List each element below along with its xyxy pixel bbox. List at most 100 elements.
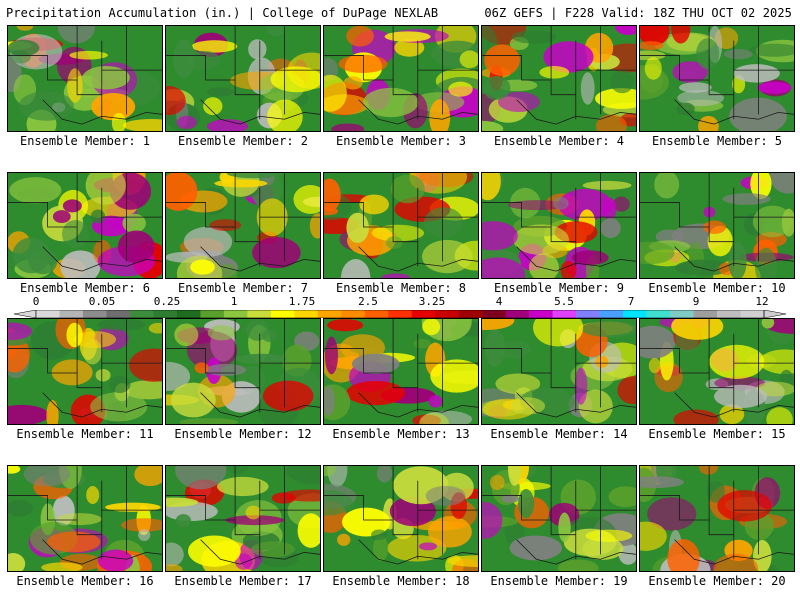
ensemble-member-label: Ensemble Member: 4 (493, 134, 625, 148)
ensemble-panel-19 (481, 465, 637, 572)
precip-map (640, 173, 794, 278)
precip-map (166, 466, 320, 571)
ensemble-panel-7 (165, 172, 321, 279)
ensemble-member-label: Ensemble Member: 18 (332, 574, 470, 588)
ensemble-member-label: Ensemble Member: 3 (335, 134, 467, 148)
precip-map (640, 466, 794, 571)
colorbar-tick-label: 1.75 (288, 295, 316, 308)
ensemble-member-label: Ensemble Member: 1 (19, 134, 151, 148)
colorbar-tick-label: 1 (230, 295, 238, 308)
colorbar-tick-label: 9 (692, 295, 700, 308)
colorbar-swatch (388, 310, 413, 318)
colorbar-swatch (247, 310, 272, 318)
colorbar-tick-label: 12 (755, 295, 769, 308)
colorbar-swatch (153, 310, 178, 318)
ensemble-member-label: Ensemble Member: 14 (490, 427, 628, 441)
ensemble-panel-18 (323, 465, 479, 572)
colorbar-swatch (200, 310, 225, 318)
colorbar-swatch (599, 310, 624, 318)
colorbar-tick-label: 0.05 (88, 295, 116, 308)
precip-map (482, 466, 636, 571)
ensemble-member-label: Ensemble Member: 13 (332, 427, 470, 441)
precip-map (166, 319, 320, 424)
colorbar-tick-label: 4 (495, 295, 503, 308)
ensemble-member-label: Ensemble Member: 20 (648, 574, 786, 588)
colorbar-swatch (411, 310, 436, 318)
ensemble-panel-10 (639, 172, 795, 279)
colorbar-legend: 0 0.05 0.25 1 1.75 2.5 3.25 4 5.5 7 9 12 (14, 296, 786, 318)
ensemble-member-label: Ensemble Member: 12 (174, 427, 312, 441)
colorbar-left-arrow (14, 310, 37, 318)
ensemble-panel-20 (639, 465, 795, 572)
colorbar-swatch (129, 310, 154, 318)
colorbar-swatch (270, 310, 295, 318)
colorbar-swatch (505, 310, 530, 318)
precip-map (482, 26, 636, 131)
ensemble-panel-11 (7, 318, 163, 425)
ensemble-member-label: Ensemble Member: 15 (648, 427, 786, 441)
colorbar-swatch (693, 310, 718, 318)
ensemble-panel-8 (323, 172, 479, 279)
colorbar-tick-label: 0.25 (153, 295, 181, 308)
ensemble-member-label: Ensemble Member: 11 (16, 427, 154, 441)
colorbar-tick-label: 5.5 (554, 295, 574, 308)
colorbar-right-arrow (763, 310, 786, 318)
colorbar-swatch (623, 310, 647, 318)
ensemble-panel-17 (165, 465, 321, 572)
colorbar-swatch (82, 310, 107, 318)
colorbar-swatch (317, 310, 342, 318)
precip-map (324, 173, 478, 278)
precip-map (166, 26, 320, 131)
colorbar-swatch (458, 310, 483, 318)
colorbar-swatch (341, 310, 366, 318)
ensemble-panel-3 (323, 25, 479, 132)
ensemble-member-label: Ensemble Member: 2 (177, 134, 309, 148)
colorbar-swatch (294, 310, 319, 318)
precip-map (324, 319, 478, 424)
colorbar-swatch (576, 310, 600, 318)
colorbar-swatch (482, 310, 506, 318)
ensemble-member-label: Ensemble Member: 19 (490, 574, 628, 588)
ensemble-panel-13 (323, 318, 479, 425)
ensemble-panel-9 (481, 172, 637, 279)
precip-map (640, 319, 794, 424)
precip-map (482, 173, 636, 278)
precip-map (8, 26, 162, 131)
ensemble-member-label: Ensemble Member: 10 (648, 281, 786, 295)
ensemble-panel-4 (481, 25, 637, 132)
ensemble-member-label: Ensemble Member: 8 (335, 281, 467, 295)
colorbar-swatch (435, 310, 460, 318)
colorbar-swatch (59, 310, 84, 318)
precip-map (482, 319, 636, 424)
ensemble-panel-5 (639, 25, 795, 132)
colorbar-tick-label: 0 (32, 295, 40, 308)
colorbar-swatch (106, 310, 131, 318)
colorbar-tick-label: 2.5 (358, 295, 378, 308)
ensemble-member-label: Ensemble Member: 17 (174, 574, 312, 588)
ensemble-member-label: Ensemble Member: 16 (16, 574, 154, 588)
colorbar-swatch (670, 310, 694, 318)
map-title: Precipitation Accumulation (in.) | Colle… (6, 6, 439, 20)
ensemble-panel-2 (165, 25, 321, 132)
ensemble-member-label: Ensemble Member: 9 (493, 281, 625, 295)
ensemble-member-label: Ensemble Member: 6 (19, 281, 151, 295)
colorbar-swatch (646, 310, 671, 318)
precip-map (8, 319, 162, 424)
precip-map (8, 173, 162, 278)
ensemble-panel-1 (7, 25, 163, 132)
run-info: 06Z GEFS | F228 Valid: 18Z THU OCT 02 20… (484, 6, 792, 20)
ensemble-panel-15 (639, 318, 795, 425)
precip-map (640, 26, 794, 131)
colorbar-swatch (176, 310, 201, 318)
precip-map (8, 466, 162, 571)
colorbar-tick-label: 3.25 (418, 295, 446, 308)
colorbar-swatch (717, 310, 741, 318)
colorbar-swatch (552, 310, 577, 318)
precip-map (166, 173, 320, 278)
ensemble-member-label: Ensemble Member: 5 (651, 134, 783, 148)
colorbar-swatch (364, 310, 389, 318)
ensemble-member-label: Ensemble Member: 7 (177, 281, 309, 295)
colorbar (14, 310, 786, 318)
colorbar-swatch (740, 310, 765, 318)
ensemble-panel-6 (7, 172, 163, 279)
